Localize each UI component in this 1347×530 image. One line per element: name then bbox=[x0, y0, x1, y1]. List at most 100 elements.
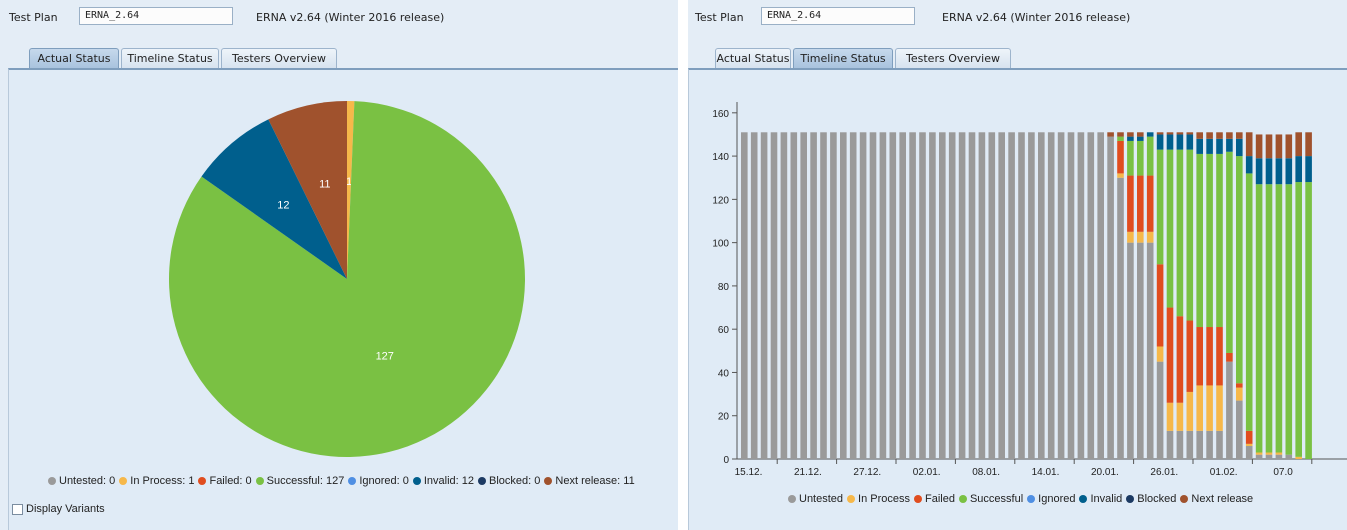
bar-segment-invalid bbox=[1137, 136, 1144, 141]
bar-segment-untested bbox=[948, 132, 956, 460]
bar-segment-successful bbox=[1156, 149, 1164, 265]
legend-label: In Process: 1 bbox=[130, 475, 195, 487]
bar-segment-next-release bbox=[1137, 132, 1144, 137]
tab-timeline-status[interactable]: Timeline Status bbox=[793, 48, 893, 68]
tab-actual-status[interactable]: Actual Status bbox=[29, 48, 119, 68]
legend-dot-icon bbox=[198, 476, 207, 485]
bar-segment-untested bbox=[978, 132, 986, 460]
bar-segment-failed bbox=[1236, 383, 1243, 388]
bar-segment-untested bbox=[1077, 132, 1085, 460]
bar-segment-invalid bbox=[1196, 138, 1203, 154]
bar-segment-untested bbox=[929, 132, 936, 460]
legend-dot-icon bbox=[1180, 494, 1189, 503]
bar-segment-failed bbox=[1137, 175, 1144, 232]
y-tick-label: 120 bbox=[712, 195, 729, 206]
tab-timeline-status[interactable]: Timeline Status bbox=[121, 48, 219, 68]
bar-segment-successful bbox=[1186, 149, 1194, 321]
bar-segment-invalid bbox=[1265, 158, 1273, 185]
legend-item-successful: Successful: 127 bbox=[252, 475, 345, 487]
legend-label: Untested bbox=[799, 493, 844, 505]
legend-dot-icon bbox=[1079, 494, 1088, 503]
bar-segment-untested bbox=[1018, 132, 1025, 460]
bar-segment-next-release bbox=[1245, 132, 1253, 157]
legend-dot-icon bbox=[48, 476, 56, 485]
bar-segment-invalid bbox=[1166, 134, 1174, 150]
bar-segment-invalid bbox=[1186, 134, 1194, 150]
x-tick-label: 02.01. bbox=[913, 467, 941, 478]
x-tick-label: 20.01. bbox=[1091, 467, 1119, 478]
bar-segment-untested bbox=[1245, 446, 1253, 459]
bar-segment-next-release bbox=[1236, 132, 1243, 139]
test-plan-field[interactable]: ERNA_2.64 bbox=[761, 7, 915, 25]
bar-segment-untested bbox=[899, 132, 906, 460]
legend-dot-icon bbox=[348, 476, 357, 485]
bar-segment-next-release bbox=[1166, 132, 1174, 135]
pie-slice-invalid[interactable] bbox=[201, 119, 347, 279]
bar-segment-successful bbox=[1226, 151, 1233, 353]
bar-segment-untested bbox=[1107, 136, 1114, 460]
bar-segment-in-process bbox=[1245, 443, 1253, 447]
bar-segment-untested bbox=[968, 132, 976, 460]
bar-segment-untested bbox=[849, 132, 857, 460]
display-variants-checkbox[interactable] bbox=[12, 504, 23, 515]
bar-segment-untested bbox=[1117, 177, 1124, 459]
bar-segment-next-release bbox=[1206, 132, 1213, 139]
legend-label: Successful bbox=[969, 493, 1024, 505]
legend-label: Next release bbox=[1191, 493, 1254, 505]
x-tick-label: 01.02. bbox=[1210, 467, 1238, 478]
legend-item-untested: Untested bbox=[784, 493, 843, 505]
bar-segment-next-release bbox=[1156, 132, 1164, 135]
legend-dot-icon bbox=[478, 476, 487, 485]
tab-testers-overview[interactable]: Testers Overview bbox=[895, 48, 1011, 68]
x-tick-label: 15.12. bbox=[735, 467, 763, 478]
legend-label: Successful: 127 bbox=[266, 475, 345, 487]
bar-segment-next-release bbox=[1255, 134, 1263, 159]
x-tick-label: 21.12. bbox=[794, 467, 822, 478]
bar-segment-untested bbox=[741, 132, 748, 460]
bar-segment-untested bbox=[1156, 361, 1164, 459]
bar-segment-in-process bbox=[1127, 231, 1134, 243]
bar-segment-untested bbox=[1196, 430, 1203, 459]
bar-segment-successful bbox=[1305, 182, 1312, 459]
x-tick-label: 27.12. bbox=[853, 467, 881, 478]
bar-segment-next-release bbox=[1117, 132, 1124, 137]
legend-item-failed: Failed: 0 bbox=[194, 475, 252, 487]
pie-slice-successful[interactable] bbox=[168, 101, 526, 458]
bar-segment-invalid bbox=[1216, 138, 1223, 154]
bar-segment-untested bbox=[859, 132, 867, 460]
bar-segment-in-process bbox=[1295, 456, 1302, 459]
status-legend: Untested: 0 In Process: 1 Failed: 0 Success… bbox=[44, 475, 635, 487]
bar-segment-untested bbox=[909, 132, 916, 460]
bar-segment-in-process bbox=[1146, 231, 1154, 243]
bar-segment-successful bbox=[1146, 136, 1154, 176]
bar-segment-next-release bbox=[1226, 132, 1233, 139]
bar-segment-successful bbox=[1236, 156, 1243, 384]
bar-segment-successful bbox=[1127, 140, 1134, 176]
legend-item-ignored: Ignored bbox=[1023, 493, 1075, 505]
legend-label: Ignored bbox=[1038, 493, 1076, 505]
legend-item-successful: Successful bbox=[955, 493, 1023, 505]
bar-segment-untested bbox=[939, 132, 946, 460]
bar-segment-next-release bbox=[1285, 134, 1293, 159]
bar-segment-successful bbox=[1265, 184, 1273, 453]
bar-segment-untested bbox=[869, 132, 877, 460]
bar-segment-invalid bbox=[1285, 158, 1293, 185]
legend-label: Invalid: 12 bbox=[423, 475, 475, 487]
tab-testers-overview[interactable]: Testers Overview bbox=[221, 48, 337, 68]
pie-slice-next-release[interactable] bbox=[268, 101, 347, 279]
actual-status-panel: Test Plan ERNA_2.64 ERNA v2.64 (Winter 2… bbox=[8, 7, 678, 530]
bar-segment-next-release bbox=[1275, 134, 1283, 159]
bar-segment-failed bbox=[1196, 327, 1203, 386]
tab-actual-status[interactable]: Actual Status bbox=[715, 48, 791, 68]
pie-slice-in-process[interactable] bbox=[347, 101, 355, 279]
bar-segment-successful bbox=[1245, 173, 1253, 431]
panel-divider bbox=[678, 0, 688, 530]
bar-segment-in-process bbox=[1117, 173, 1124, 178]
pie-slice-label: 11 bbox=[319, 179, 330, 191]
test-plan-label: Test Plan bbox=[695, 11, 744, 24]
legend-dot-icon bbox=[119, 476, 128, 485]
test-plan-field[interactable]: ERNA_2.64 bbox=[79, 7, 233, 25]
bar-segment-invalid bbox=[1176, 134, 1184, 150]
bar-segment-untested bbox=[1255, 454, 1263, 459]
legend-dot-icon bbox=[1027, 494, 1036, 503]
